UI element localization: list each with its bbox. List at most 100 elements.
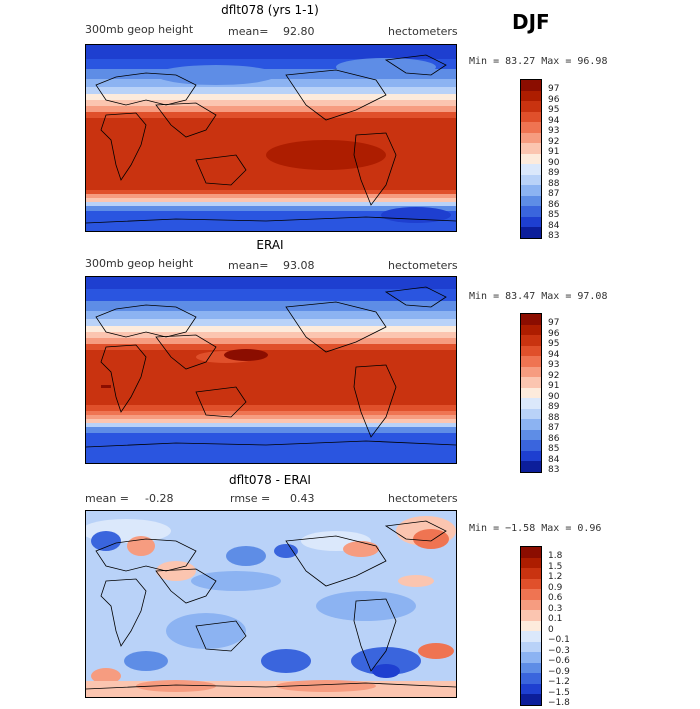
panel3-colorbar-swatch bbox=[521, 599, 541, 610]
panel3-map-svg bbox=[86, 511, 456, 697]
panel1-colorbar-swatch bbox=[521, 174, 541, 185]
panel3-minmax: Min = −1.58 Max = 0.96 bbox=[469, 523, 602, 534]
panel1-colorbar-swatch bbox=[521, 90, 541, 101]
panel2-variable: 300mb geop height bbox=[85, 257, 194, 270]
panel1-colorbar-swatch bbox=[521, 80, 541, 91]
panel1-legend-level: 90 bbox=[548, 157, 560, 168]
panel2-colorbar-swatch bbox=[521, 387, 541, 398]
panel3-legend-level: −1.2 bbox=[548, 677, 570, 687]
panel3-legend-level: −0.9 bbox=[548, 666, 570, 677]
panel2-legend-level: 84 bbox=[548, 454, 560, 465]
panel2-colorbar-swatch bbox=[521, 461, 541, 472]
panel3-legend-level: 0 bbox=[548, 624, 554, 635]
panel3-coastlines bbox=[86, 520, 456, 690]
panel1-colorbar bbox=[520, 79, 542, 239]
panel2-colorbar-swatch bbox=[521, 440, 541, 451]
panel1-legend-level: 87 bbox=[548, 189, 560, 199]
panel2-colorbar-swatch bbox=[521, 377, 541, 388]
season-label: DJF bbox=[512, 10, 550, 34]
panel3-colorbar-swatch bbox=[521, 683, 541, 694]
panel2-colorbar-swatch bbox=[521, 345, 541, 356]
panel3-legend-level: 1.5 bbox=[548, 561, 563, 572]
panel3-legend-level: 0.9 bbox=[548, 582, 563, 593]
panel1-legend-level: 89 bbox=[548, 168, 560, 178]
panel2-title: ERAI bbox=[256, 238, 284, 252]
panel3-legend-level: −0.3 bbox=[548, 645, 570, 656]
panel1-legend-level: 83 bbox=[548, 231, 560, 241]
panel3-colorbar-swatch bbox=[521, 662, 541, 673]
panel2-legend-level: 97 bbox=[548, 318, 560, 328]
panel1-colorbar-swatch bbox=[521, 185, 541, 196]
panel3-colorbar-swatch bbox=[521, 652, 541, 663]
panel1-coastlines bbox=[86, 54, 456, 224]
panel3-title: dflt078 - ERAI bbox=[229, 473, 311, 487]
panel2-legend-level: 88 bbox=[548, 412, 560, 423]
panel1-mean-label: mean= bbox=[228, 25, 269, 38]
panel2-legend-level: 90 bbox=[548, 391, 560, 402]
panel3-mean-label: mean = bbox=[85, 492, 129, 505]
panel3-colorbar-swatch bbox=[521, 631, 541, 642]
panel2-legend-level: 89 bbox=[548, 402, 560, 412]
panel3-colorbar-swatch bbox=[521, 568, 541, 579]
panel1-colorbar-swatch bbox=[521, 227, 541, 238]
panel1-colorbar-swatch bbox=[521, 216, 541, 227]
panel3-legend-level: −1.5 bbox=[548, 687, 570, 698]
panel3-legend-level: −0.6 bbox=[548, 656, 570, 666]
panel2-legend-level: 85 bbox=[548, 444, 560, 454]
panel3-rmse-value: 0.43 bbox=[290, 492, 315, 505]
panel1-colorbar-swatch bbox=[521, 195, 541, 206]
panel2-map bbox=[85, 276, 457, 464]
panel3-colorbar-swatch bbox=[521, 578, 541, 589]
panel3-colorbar-swatch bbox=[521, 694, 541, 705]
panel3-legend-level: 0.6 bbox=[548, 593, 563, 603]
panel2-coastlines bbox=[86, 286, 456, 448]
panel1-colorbar-swatch bbox=[521, 206, 541, 217]
panel3-colorbar-swatch bbox=[521, 620, 541, 631]
panel3-legend-level: −0.1 bbox=[548, 635, 570, 645]
panel1-legend-level: 96 bbox=[548, 94, 560, 105]
panel1-legend-level: 95 bbox=[548, 105, 560, 115]
panel1-colorbar-swatch bbox=[521, 132, 541, 143]
panel2-colorbar-swatch bbox=[521, 324, 541, 335]
panel1-map bbox=[85, 44, 457, 232]
panel3-colorbar-swatch bbox=[521, 641, 541, 652]
panel3-mean-value: -0.28 bbox=[145, 492, 174, 505]
panel3-legend-level: 0.3 bbox=[548, 603, 563, 614]
panel1-map-svg bbox=[86, 45, 456, 231]
panel3-colorbar-swatch bbox=[521, 557, 541, 568]
panel2-colorbar bbox=[520, 313, 542, 473]
panel1-legend-level: 85 bbox=[548, 210, 560, 220]
panel3-colorbar-swatch bbox=[521, 673, 541, 684]
panel2-legend-level: 94 bbox=[548, 349, 560, 360]
panel3-legend-level: 1.2 bbox=[548, 572, 563, 582]
panel1-legend-level: 84 bbox=[548, 220, 560, 231]
panel2-legend-level: 87 bbox=[548, 423, 560, 433]
panel1-colorbar-swatch bbox=[521, 111, 541, 122]
panel1-colorbar-swatch bbox=[521, 164, 541, 175]
panel1-mean-value: 92.80 bbox=[283, 25, 315, 38]
panel2-mean-label: mean= bbox=[228, 259, 269, 272]
panel3-rmse-label: rmse = bbox=[230, 492, 271, 505]
panel1-colorbar-swatch bbox=[521, 122, 541, 133]
panel2-colorbar-swatch bbox=[521, 429, 541, 440]
panel3-map bbox=[85, 510, 457, 698]
panel2-colorbar-swatch bbox=[521, 398, 541, 409]
panel2-colorbar-swatch bbox=[521, 419, 541, 430]
panel1-legend-level: 94 bbox=[548, 115, 560, 126]
panel2-legend-level: 91 bbox=[548, 381, 560, 391]
panel1-legend-level: 92 bbox=[548, 136, 560, 147]
panel1-title: dflt078 (yrs 1-1) bbox=[221, 3, 319, 17]
panel3-units: hectometers bbox=[388, 492, 458, 505]
panel2-colorbar-labels: 97 96 95 94 93 92 91 90 89 88 87 86 85 8… bbox=[548, 318, 559, 476]
panel2-legend-level: 86 bbox=[548, 433, 560, 444]
panel3-legend-level: 0.1 bbox=[548, 614, 563, 624]
panel3-colorbar-labels: 1.8 1.5 1.2 0.9 0.6 0.3 0.1 0 −0.1 −0.3 … bbox=[548, 551, 570, 709]
panel3-legend-level: 1.8 bbox=[548, 551, 563, 561]
panel2-minmax: Min = 83.47 Max = 97.08 bbox=[469, 291, 608, 302]
panel3-colorbar-swatch bbox=[521, 547, 541, 558]
panel2-colorbar-swatch bbox=[521, 450, 541, 461]
panel2-colorbar-swatch bbox=[521, 314, 541, 325]
panel1-legend-level: 97 bbox=[548, 84, 560, 94]
panel2-legend-level: 92 bbox=[548, 370, 560, 381]
panel2-colorbar-swatch bbox=[521, 356, 541, 367]
